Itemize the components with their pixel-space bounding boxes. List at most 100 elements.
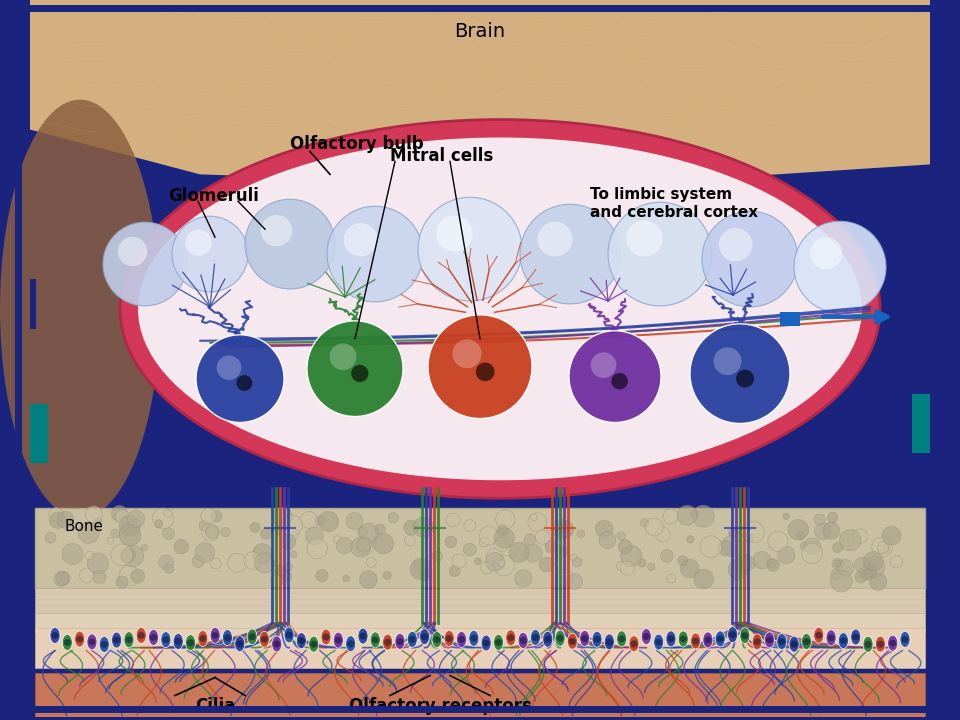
Text: Cilia: Cilia	[195, 698, 235, 716]
Circle shape	[464, 520, 476, 531]
Ellipse shape	[789, 636, 799, 652]
Ellipse shape	[124, 631, 133, 648]
Bar	[35, 508, 925, 588]
Circle shape	[865, 641, 872, 648]
Circle shape	[524, 544, 542, 562]
Circle shape	[375, 524, 385, 534]
Circle shape	[729, 631, 736, 638]
Circle shape	[153, 508, 174, 529]
Circle shape	[271, 575, 283, 588]
Circle shape	[201, 508, 216, 523]
Ellipse shape	[407, 631, 418, 647]
Circle shape	[797, 532, 804, 540]
Circle shape	[335, 636, 342, 644]
Circle shape	[544, 636, 551, 643]
Ellipse shape	[703, 632, 713, 648]
Circle shape	[205, 525, 219, 539]
Circle shape	[54, 572, 69, 586]
Ellipse shape	[309, 636, 319, 652]
Ellipse shape	[493, 634, 503, 650]
Circle shape	[93, 570, 106, 583]
Circle shape	[87, 553, 108, 574]
Circle shape	[677, 505, 697, 525]
Circle shape	[788, 519, 808, 540]
Circle shape	[879, 544, 890, 554]
Bar	[780, 312, 800, 326]
Circle shape	[261, 636, 268, 643]
Circle shape	[195, 543, 215, 562]
Text: Bone: Bone	[65, 518, 104, 534]
Circle shape	[854, 557, 869, 572]
Circle shape	[479, 526, 498, 545]
Circle shape	[540, 557, 554, 572]
Circle shape	[741, 632, 749, 639]
Ellipse shape	[481, 635, 492, 651]
Ellipse shape	[531, 629, 540, 645]
Circle shape	[323, 634, 329, 641]
Circle shape	[901, 636, 908, 643]
Circle shape	[336, 537, 352, 554]
Ellipse shape	[838, 633, 849, 649]
Circle shape	[823, 522, 840, 539]
Circle shape	[569, 330, 661, 423]
Circle shape	[319, 511, 339, 531]
Circle shape	[483, 639, 490, 647]
Circle shape	[162, 528, 175, 539]
Circle shape	[531, 514, 537, 521]
Circle shape	[327, 206, 423, 302]
Circle shape	[329, 343, 356, 370]
Ellipse shape	[555, 630, 565, 646]
Circle shape	[493, 537, 509, 552]
Circle shape	[481, 562, 493, 574]
Circle shape	[852, 528, 868, 544]
Ellipse shape	[777, 634, 787, 649]
Circle shape	[372, 636, 379, 644]
Circle shape	[432, 552, 443, 562]
Ellipse shape	[120, 120, 880, 498]
Circle shape	[864, 567, 875, 578]
Circle shape	[236, 375, 252, 391]
Circle shape	[57, 511, 74, 528]
Circle shape	[420, 570, 431, 581]
Circle shape	[577, 530, 585, 538]
Circle shape	[283, 522, 291, 529]
Circle shape	[532, 634, 539, 641]
Circle shape	[681, 559, 699, 577]
Circle shape	[359, 523, 378, 543]
Circle shape	[307, 321, 403, 416]
Circle shape	[734, 554, 752, 571]
Circle shape	[717, 635, 724, 642]
Ellipse shape	[198, 631, 207, 647]
Circle shape	[119, 516, 140, 536]
Circle shape	[275, 526, 283, 534]
Circle shape	[754, 639, 760, 645]
Ellipse shape	[580, 631, 589, 647]
Circle shape	[852, 634, 859, 641]
Circle shape	[718, 541, 733, 556]
Circle shape	[778, 546, 795, 564]
Ellipse shape	[272, 636, 281, 652]
Circle shape	[705, 636, 711, 644]
Circle shape	[890, 556, 902, 568]
Circle shape	[486, 549, 503, 566]
Ellipse shape	[138, 138, 862, 480]
Ellipse shape	[62, 634, 72, 650]
Ellipse shape	[444, 631, 454, 647]
Circle shape	[111, 505, 128, 521]
Circle shape	[870, 573, 887, 590]
Ellipse shape	[814, 627, 824, 643]
Text: Brain: Brain	[454, 22, 506, 41]
Circle shape	[300, 511, 318, 528]
Ellipse shape	[247, 629, 257, 645]
Circle shape	[121, 550, 133, 562]
Circle shape	[436, 215, 472, 252]
Circle shape	[221, 528, 230, 537]
Circle shape	[678, 556, 687, 565]
Circle shape	[211, 632, 219, 639]
Circle shape	[85, 506, 103, 523]
Circle shape	[719, 228, 753, 261]
Text: Olfactory receptors: Olfactory receptors	[348, 698, 532, 716]
Circle shape	[217, 356, 241, 380]
Circle shape	[872, 537, 892, 557]
Circle shape	[557, 635, 564, 642]
